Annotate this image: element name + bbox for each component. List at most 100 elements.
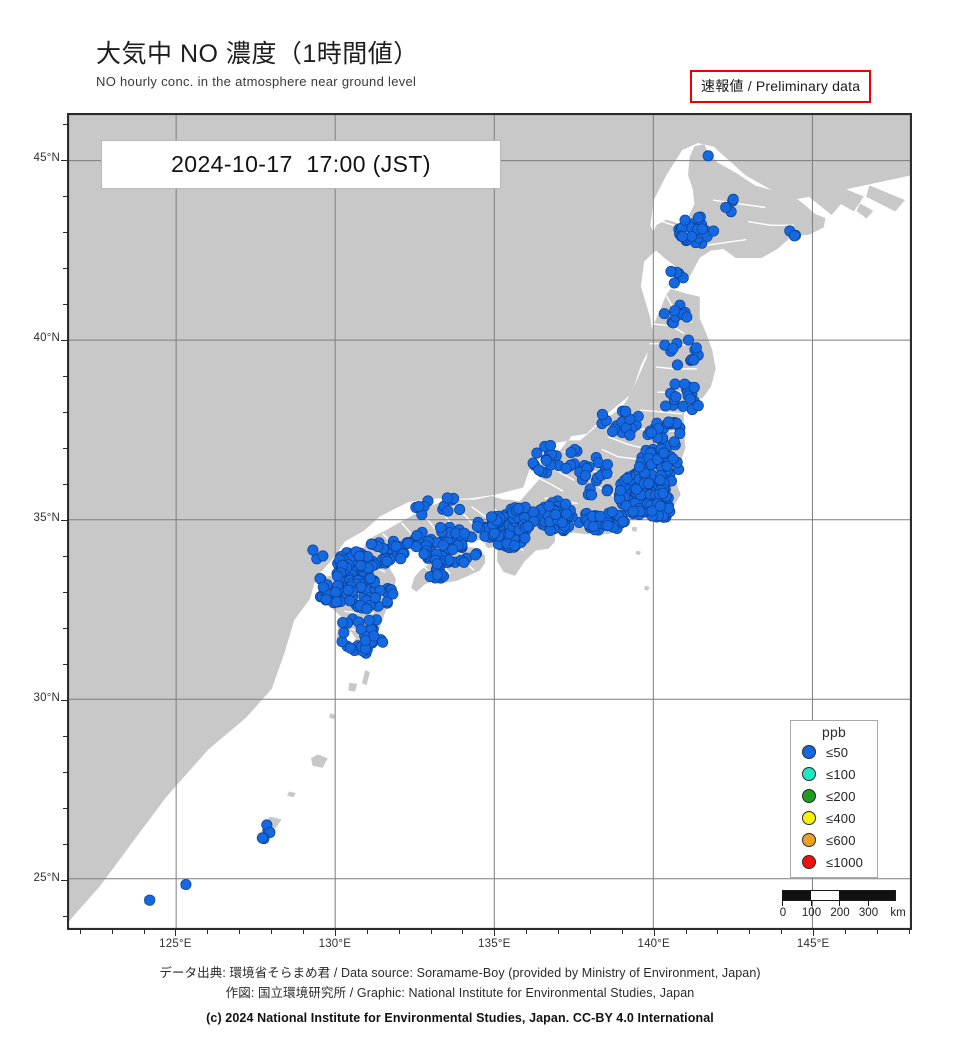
data-point-marker[interactable] <box>390 541 402 553</box>
data-point-marker[interactable] <box>413 501 425 513</box>
data-point-marker[interactable] <box>679 378 691 390</box>
data-point-marker[interactable] <box>488 527 500 539</box>
data-point-marker[interactable] <box>431 569 443 581</box>
data-point-marker[interactable] <box>377 636 389 648</box>
data-point-marker[interactable] <box>338 627 350 639</box>
data-point-marker[interactable] <box>342 584 354 596</box>
data-point-marker[interactable] <box>144 894 156 906</box>
data-point-marker[interactable] <box>702 150 714 162</box>
data-point-marker[interactable] <box>368 630 380 642</box>
data-point-marker[interactable] <box>602 520 614 532</box>
data-point-marker[interactable] <box>560 498 572 510</box>
data-point-marker[interactable] <box>256 832 268 844</box>
data-point-marker[interactable] <box>624 429 636 441</box>
data-point-marker[interactable] <box>512 503 524 515</box>
data-point-marker[interactable] <box>661 460 673 472</box>
data-point-marker[interactable] <box>601 459 613 471</box>
data-point-marker[interactable] <box>660 400 672 412</box>
data-point-marker[interactable] <box>588 521 600 533</box>
data-point-marker[interactable] <box>543 500 555 512</box>
data-point-marker[interactable] <box>434 522 446 534</box>
data-point-marker[interactable] <box>667 453 679 465</box>
data-point-marker[interactable] <box>633 461 645 473</box>
data-point-marker[interactable] <box>663 416 675 428</box>
data-point-marker[interactable] <box>594 510 606 522</box>
data-point-marker[interactable] <box>696 223 708 235</box>
data-point-marker[interactable] <box>684 393 696 405</box>
data-point-marker[interactable] <box>586 489 598 501</box>
data-point-marker[interactable] <box>359 634 371 647</box>
data-point-marker[interactable] <box>395 553 407 565</box>
data-point-marker[interactable] <box>654 474 666 486</box>
data-point-marker[interactable] <box>607 425 619 438</box>
data-point-marker[interactable] <box>643 477 655 489</box>
data-point-marker[interactable] <box>657 487 669 499</box>
data-point-marker[interactable] <box>330 596 342 608</box>
data-point-marker[interactable] <box>601 485 613 497</box>
data-point-marker[interactable] <box>437 539 449 551</box>
data-point-marker[interactable] <box>630 483 642 495</box>
data-point-marker[interactable] <box>654 500 666 512</box>
data-point-marker[interactable] <box>645 427 657 439</box>
data-point-marker[interactable] <box>620 405 632 417</box>
data-point-marker[interactable] <box>669 305 681 317</box>
data-point-marker[interactable] <box>669 378 681 390</box>
data-point-marker[interactable] <box>720 201 732 213</box>
data-point-marker[interactable] <box>458 527 470 539</box>
data-point-marker[interactable] <box>410 541 422 553</box>
data-point-marker[interactable] <box>353 550 366 562</box>
data-point-marker[interactable] <box>369 592 382 604</box>
data-point-marker[interactable] <box>454 503 466 515</box>
data-point-marker[interactable] <box>621 472 633 484</box>
data-points-group[interactable] <box>144 150 802 906</box>
data-point-marker[interactable] <box>509 540 521 552</box>
data-point-marker[interactable] <box>336 636 348 648</box>
data-point-marker[interactable] <box>670 391 682 403</box>
data-point-marker[interactable] <box>658 308 670 320</box>
data-point-marker[interactable] <box>442 505 454 517</box>
data-point-marker[interactable] <box>674 427 686 439</box>
data-point-marker[interactable] <box>727 193 739 205</box>
data-point-marker[interactable] <box>485 511 498 523</box>
data-point-marker[interactable] <box>668 436 680 448</box>
data-point-marker[interactable] <box>679 214 691 226</box>
data-point-marker[interactable] <box>363 614 375 626</box>
data-point-marker[interactable] <box>565 447 577 459</box>
data-point-marker[interactable] <box>682 334 695 346</box>
data-point-marker[interactable] <box>692 400 704 412</box>
data-point-marker[interactable] <box>418 548 430 560</box>
data-point-marker[interactable] <box>317 550 329 562</box>
data-point-marker[interactable] <box>458 556 470 568</box>
data-point-marker[interactable] <box>531 447 543 459</box>
data-point-marker[interactable] <box>606 506 618 518</box>
data-point-marker[interactable] <box>788 230 800 242</box>
data-point-marker[interactable] <box>471 520 483 532</box>
data-point-marker[interactable] <box>614 484 626 497</box>
data-point-marker[interactable] <box>561 508 573 520</box>
data-point-marker[interactable] <box>361 603 373 615</box>
data-point-marker[interactable] <box>337 617 349 629</box>
data-point-marker[interactable] <box>307 544 319 556</box>
data-point-marker[interactable] <box>596 408 608 420</box>
data-point-marker[interactable] <box>431 558 443 570</box>
data-point-marker[interactable] <box>668 277 680 289</box>
data-point-marker[interactable] <box>579 470 592 482</box>
data-point-marker[interactable] <box>646 505 658 517</box>
data-point-marker[interactable] <box>330 586 342 598</box>
data-point-marker[interactable] <box>708 225 720 237</box>
data-point-marker[interactable] <box>522 520 534 532</box>
data-point-marker[interactable] <box>658 447 670 459</box>
data-point-marker[interactable] <box>667 342 679 354</box>
data-point-marker[interactable] <box>364 573 376 585</box>
data-point-marker[interactable] <box>677 230 689 243</box>
data-point-marker[interactable] <box>681 311 693 323</box>
data-point-marker[interactable] <box>544 440 556 452</box>
data-point-marker[interactable] <box>180 878 192 891</box>
data-point-marker[interactable] <box>387 588 399 600</box>
data-point-marker[interactable] <box>550 509 562 521</box>
data-point-marker[interactable] <box>381 596 393 608</box>
data-point-marker[interactable] <box>540 455 552 467</box>
data-point-marker[interactable] <box>620 500 632 512</box>
data-point-marker[interactable] <box>344 642 356 654</box>
data-point-marker[interactable] <box>688 381 700 393</box>
